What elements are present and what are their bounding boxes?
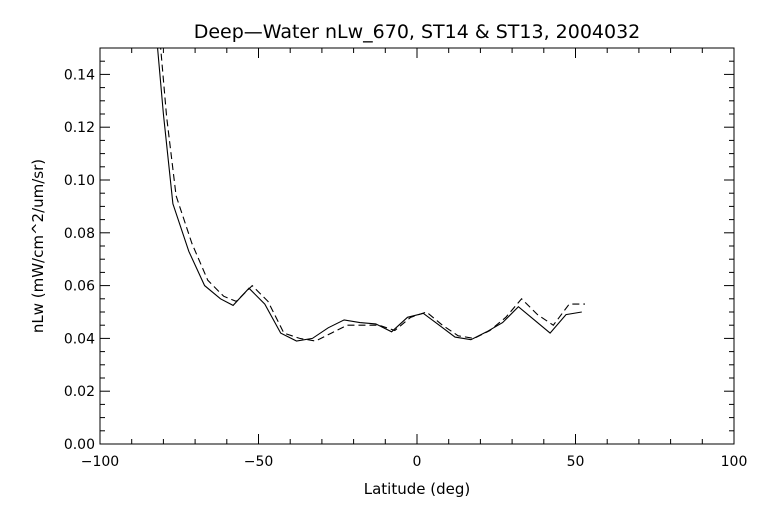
y-tick-label: 0.00 bbox=[64, 437, 95, 453]
chart-title: Deep—Water nLw_670, ST14 & ST13, 2004032 bbox=[194, 21, 641, 43]
y-tick-label: 0.02 bbox=[64, 384, 95, 400]
y-tick-label: 0.14 bbox=[64, 67, 95, 83]
plot-frame bbox=[99, 47, 735, 445]
series-line-dashed bbox=[160, 48, 585, 342]
y-axis-label: nLw (mW/cm^2/um/sr) bbox=[29, 159, 47, 333]
series-line-solid bbox=[157, 48, 582, 342]
x-axis-label: Latitude (deg) bbox=[364, 480, 470, 498]
x-tick-label: −50 bbox=[244, 454, 274, 470]
x-tick-label: 50 bbox=[567, 454, 585, 470]
y-tick-label: 0.08 bbox=[64, 226, 95, 242]
x-tick-label: 0 bbox=[413, 454, 422, 470]
x-tick-label: 100 bbox=[721, 454, 748, 470]
y-tick-label: 0.04 bbox=[64, 331, 95, 347]
y-tick-label: 0.10 bbox=[64, 173, 95, 189]
plot-area: −100 −50 0 50 100 0.00 0.02 0.04 0.06 0.08 0.10 0.1… bbox=[64, 47, 748, 470]
y-tick-label: 0.12 bbox=[64, 120, 95, 136]
y-tick-label: 0.06 bbox=[64, 279, 95, 295]
x-tick-label: −100 bbox=[81, 454, 119, 470]
